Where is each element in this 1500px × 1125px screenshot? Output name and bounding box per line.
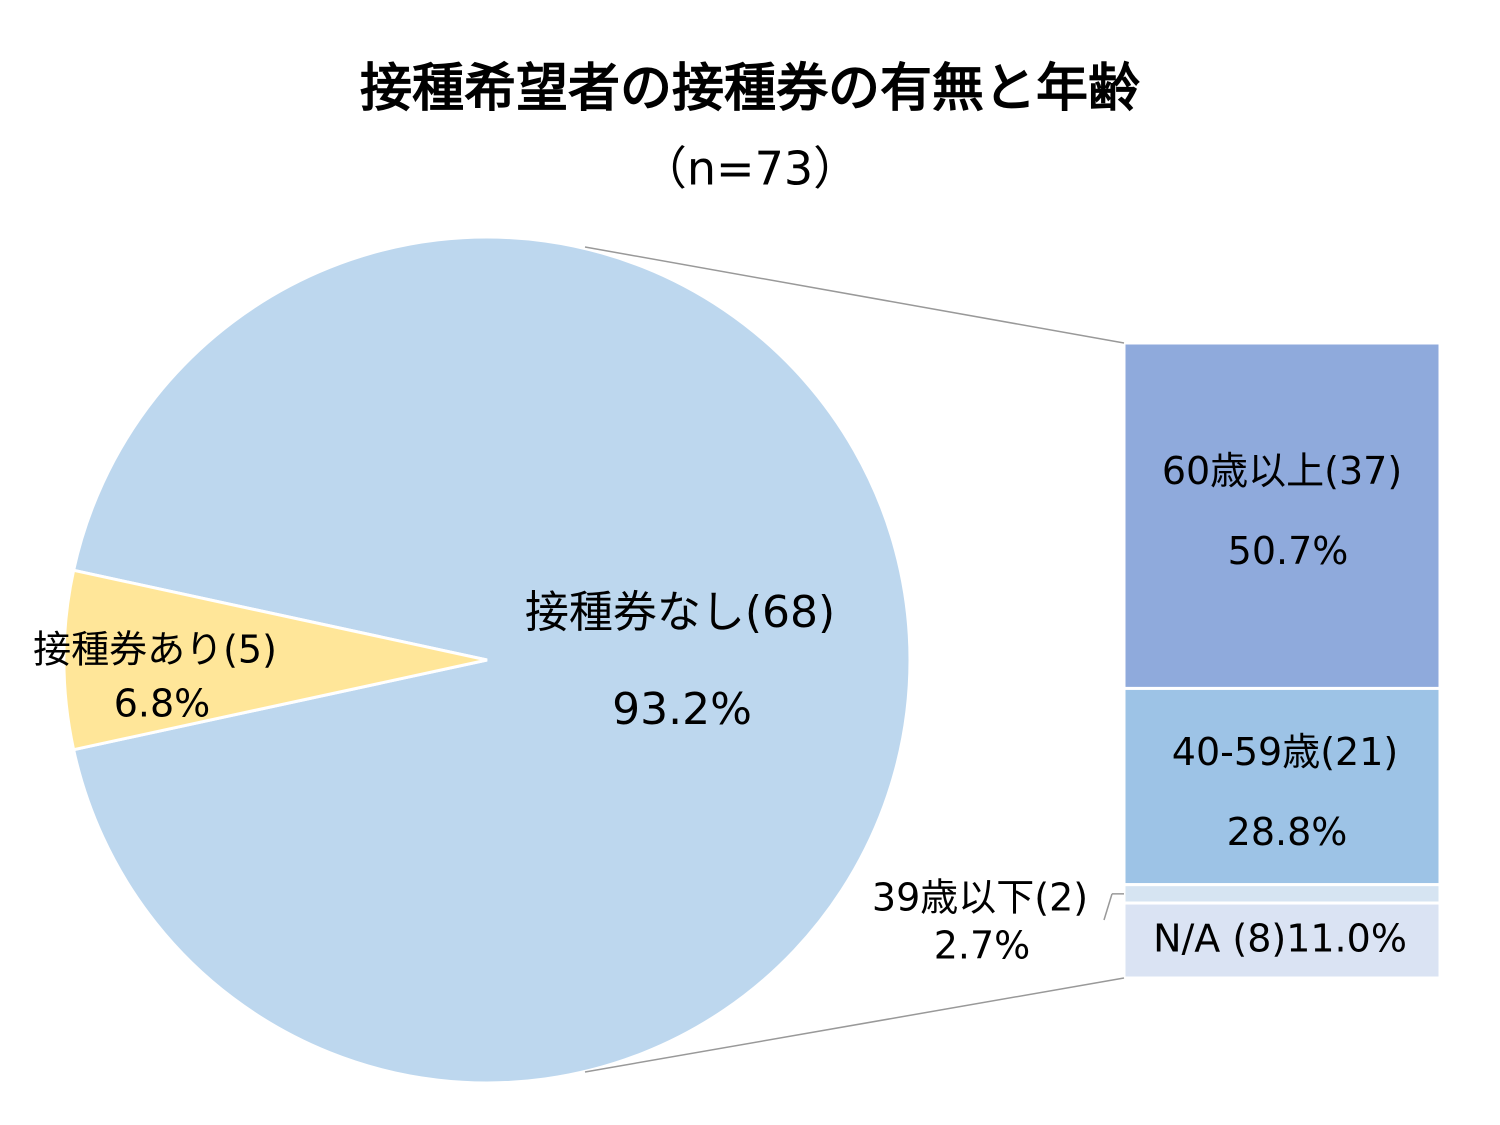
pie-slice <box>71 235 912 1085</box>
segment-value: 11.0% <box>1286 916 1407 960</box>
connector <box>584 977 1125 1073</box>
leader-line <box>1103 893 1113 921</box>
slice-label: 接種券あり(5) <box>33 628 277 672</box>
segment-label: 39歳以下(2) <box>872 876 1088 920</box>
pie-slice <box>62 568 488 752</box>
segment-value: 28.8% <box>1227 810 1348 854</box>
slice-value: 6.8% <box>114 682 211 726</box>
segment-value: 2.7% <box>934 924 1031 968</box>
connector <box>584 246 1125 344</box>
bar-segment <box>1122 686 1442 887</box>
bar-segment <box>1122 341 1442 690</box>
bar-segment <box>1122 901 1442 980</box>
segment-label: 60歳以上(37) <box>1162 449 1402 493</box>
segment-label: N/A (8) <box>1153 916 1286 960</box>
segment-label-group: N/A (8)11.0% <box>1153 916 1407 960</box>
segment-value: 50.7% <box>1228 529 1349 573</box>
chart-subtitle: （n=73） <box>641 142 859 196</box>
bar-segment <box>1122 883 1442 905</box>
chart-title: 接種希望者の接種券の有無と年齢 <box>360 59 1140 119</box>
slice-value: 93.2% <box>612 684 752 735</box>
slice-label: 接種券なし(68) <box>525 587 835 638</box>
segment-label: 40-59歳(21) <box>1172 730 1398 774</box>
